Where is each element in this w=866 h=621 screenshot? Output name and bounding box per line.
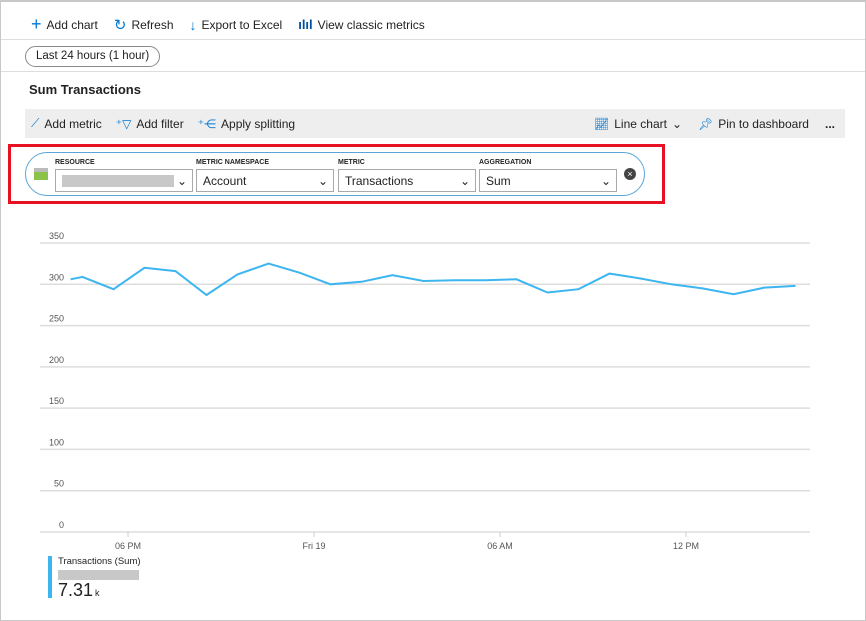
aggregation-dropdown[interactable]: Sum ⌄ — [479, 169, 617, 192]
refresh-button[interactable]: ↻ Refresh — [113, 16, 174, 34]
add-filter-button[interactable]: ⁺▽ Add filter — [115, 116, 184, 131]
resource-dropdown[interactable]: ⌄ — [55, 169, 193, 192]
aggregation-field: AGGREGATION Sum ⌄ — [479, 159, 617, 192]
y-tick-label: 300 — [49, 272, 64, 282]
split-icon: ⁺⋲ — [197, 116, 217, 131]
y-tick-label: 350 — [49, 231, 64, 241]
namespace-dropdown[interactable]: Account ⌄ — [196, 169, 334, 192]
legend-item[interactable]: Transactions (Sum) 7.31 k — [48, 556, 141, 600]
y-tick-label: 150 — [49, 396, 64, 406]
refresh-icon: ↻ — [113, 16, 127, 34]
chevron-down-icon: ⌄ — [176, 173, 187, 188]
y-tick-label: 50 — [54, 479, 64, 489]
y-tick-label: 200 — [49, 355, 64, 365]
export-excel-button[interactable]: ↓ Export to Excel — [189, 16, 283, 33]
chevron-down-icon: ⌄ — [317, 173, 328, 188]
chart-title: Sum Transactions — [29, 82, 141, 97]
pin-icon: 📌︎ — [698, 116, 714, 131]
chevron-down-icon: ⌄ — [600, 173, 611, 188]
highlight-box — [8, 144, 665, 204]
series-line — [70, 262, 796, 297]
bar-chart-icon: ılıl — [298, 17, 313, 32]
y-tick-label: 250 — [49, 314, 64, 324]
redacted-value — [62, 174, 174, 187]
chevron-down-icon: ⌄ — [459, 173, 470, 188]
x-tick-label: 12 PM — [673, 541, 699, 551]
filter-icon: ⁺▽ — [115, 116, 132, 131]
view-classic-metrics-button[interactable]: ılıl View classic metrics — [298, 17, 425, 32]
top-toolbar: + Add chart ↻ Refresh ↓ Export to Excel ılı… — [1, 10, 865, 40]
time-range-button[interactable]: Last 24 hours (1 hour) — [25, 46, 161, 67]
close-icon[interactable]: × — [624, 168, 636, 180]
x-tick-label: 06 AM — [487, 541, 513, 551]
legend-unit: k — [95, 588, 100, 598]
chart-toolbar: ⟋ Add metric ⁺▽ Add filter ⁺⋲ Apply splitti… — [25, 109, 845, 138]
y-tick-label: 100 — [49, 437, 64, 447]
y-tick-label: 0 — [59, 520, 64, 530]
chart-type-dropdown[interactable]: 📈︎ Line chart ⌄ — [594, 116, 683, 131]
download-icon: ↓ — [189, 16, 197, 33]
namespace-field: METRIC NAMESPACE Account ⌄ — [196, 159, 334, 192]
metric-field: METRIC Transactions ⌄ — [338, 159, 476, 192]
add-chart-button[interactable]: + Add chart — [31, 14, 98, 34]
redacted-resource — [58, 570, 139, 580]
more-button[interactable]: ... — [824, 116, 835, 131]
resource-icon — [34, 168, 48, 180]
metric-icon: ⟋ — [31, 116, 40, 130]
line-chart-icon: 📈︎ — [594, 116, 610, 131]
x-tick-label: 06 PM — [115, 541, 141, 551]
x-tick-label: Fri 19 — [302, 541, 325, 551]
plus-icon: + — [31, 14, 42, 34]
legend-value: 7.31 — [58, 580, 94, 600]
add-metric-button[interactable]: ⟋ Add metric — [31, 116, 102, 131]
metric-dropdown[interactable]: Transactions ⌄ — [338, 169, 476, 192]
apply-splitting-button[interactable]: ⁺⋲ Apply splitting — [197, 116, 296, 131]
line-chart: 0 50 100 150 200 250 300 350 06 PM Fri 19 06 AM 12 … — [40, 231, 810, 551]
resource-field: RESOURCE ⌄ — [55, 159, 193, 192]
metric-selector: RESOURCE ⌄ METRIC NAMESPACE Account ⌄ MET… — [25, 152, 645, 196]
time-bar: Last 24 hours (1 hour) — [1, 40, 865, 72]
pin-to-dashboard-button[interactable]: 📌︎ Pin to dashboard — [698, 116, 809, 131]
chevron-down-icon: ⌄ — [671, 116, 683, 131]
